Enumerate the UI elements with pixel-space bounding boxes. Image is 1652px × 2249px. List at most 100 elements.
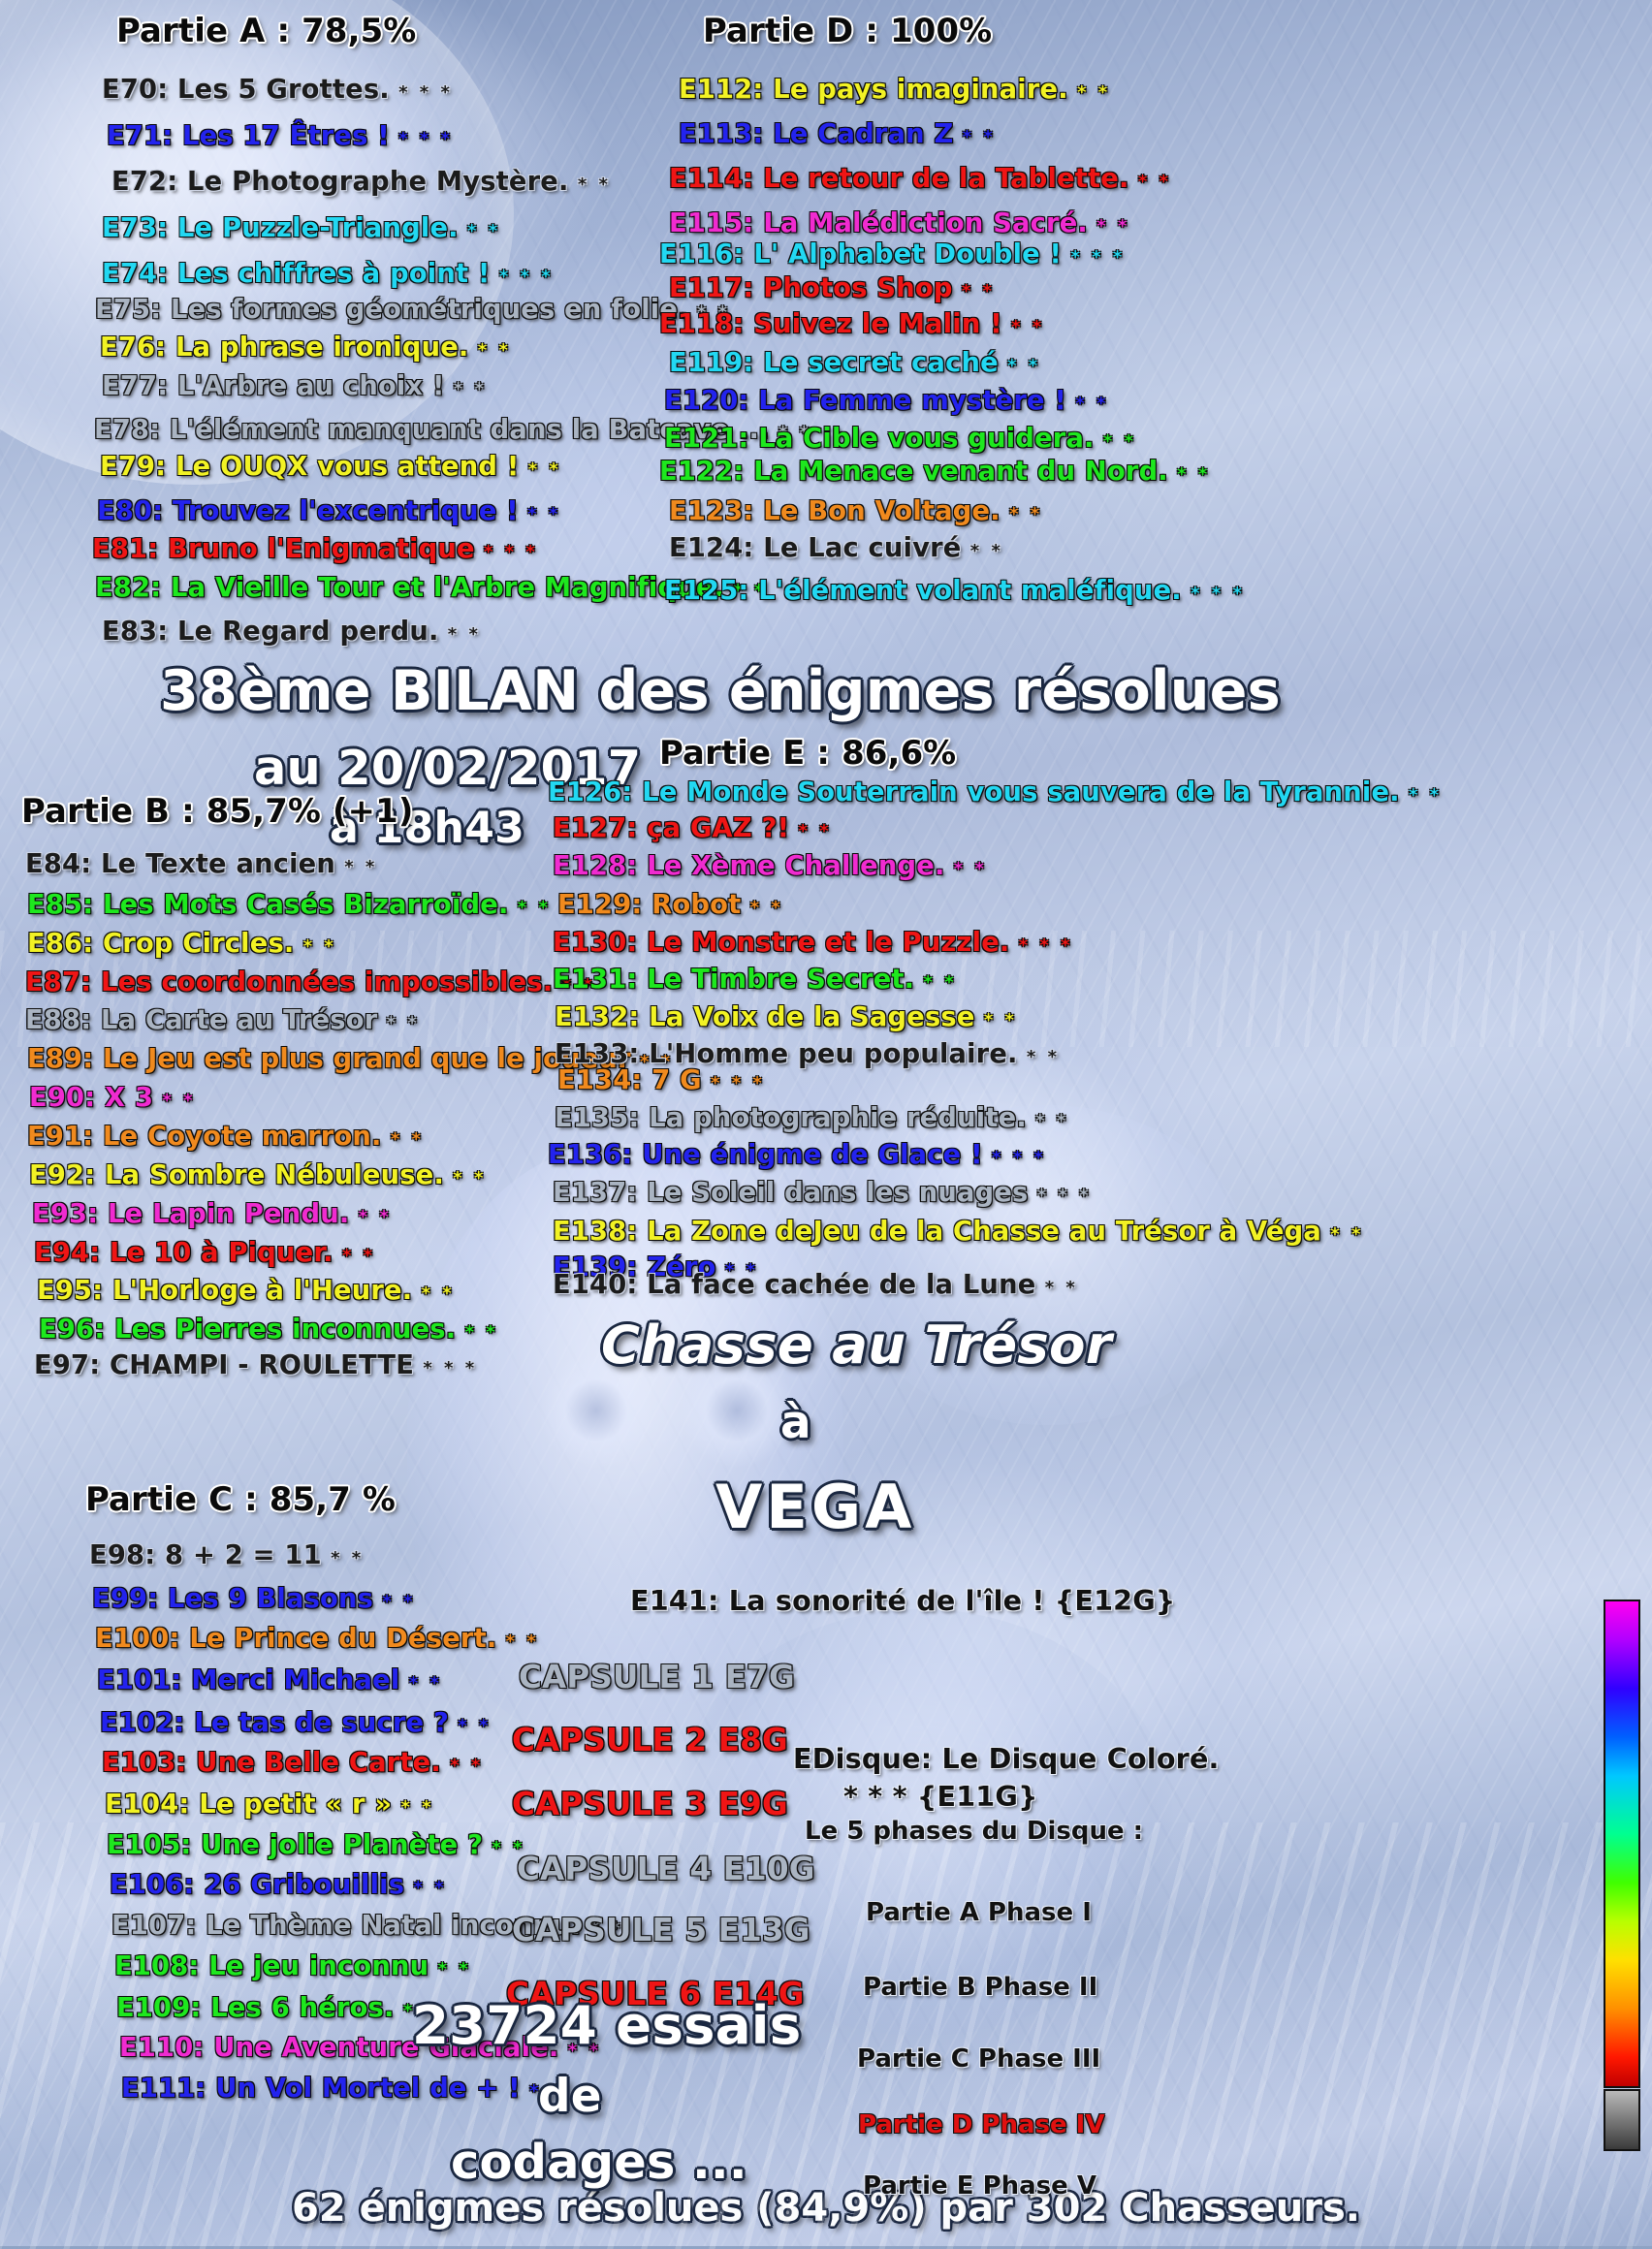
enigma-label: E96: Les Pierres inconnues. [39,1315,457,1346]
enigma-stars: * * [568,174,611,196]
page-title-line3: à 18h43 [330,803,525,853]
enigma-item: E83: Le Regard perdu. * * [102,617,481,647]
enigma-label: E122: La Menace venant du Nord. [659,456,1168,487]
enigma-item: E89: Le Jeu est plus grand que le joueur… [27,1044,673,1074]
enigma-stars: * * [438,623,481,645]
enigma-item: E135: La photographie réduite. * * [555,1103,1068,1133]
enigma-item: E105: Une jolie Planète ? * * [107,1830,525,1860]
enigma-stars: * * [1088,216,1130,238]
section-header-d: Partie D : 100% [703,11,993,49]
enigma-item: E106: 26 Gribouillis * * [110,1870,447,1900]
enigma-item: E103: Une Belle Carte. * * [102,1748,483,1778]
enigma-stars: * * * [474,542,538,563]
enigma-stars: * * [724,581,767,602]
enigma-stars: * * * [1181,584,1245,605]
phase-item: Partie C Phase III [857,2044,1101,2075]
enigma-stars: * * * [1062,246,1126,268]
enigma-label: E72: Le Photographe Mystère. [111,167,569,198]
enigma-label: E79: Le OUQX vous attend ! [100,452,520,483]
enigma-item: E92: La Sombre Nébuleuse. * * [29,1160,486,1190]
enigma-label: E73: Le Puzzle-Triangle. [102,212,459,243]
enigma-label: E76: La phrase ironique. [100,333,469,364]
enigma-item: E71: Les 17 Êtres ! * * * [107,121,453,151]
phase-item: Partie D Phase IV [858,2110,1105,2140]
enigma-stars: * * [974,1009,1017,1030]
enigma-label: E125: L'élément volant maléfique. [664,576,1182,607]
enigma-item: E125: L'élément volant maléfique. * * * [664,576,1245,606]
enigma-stars: * * [1001,317,1045,338]
enigma-item: E137: Le Soleil dans les nuages * * * [553,1178,1092,1208]
enigma-stars: * * [1067,82,1111,104]
section-header-c: Partie C : 85,7 % [85,1479,397,1518]
enigma-item: E75: Les formes géométriques en folie. *… [95,295,730,325]
enigma-stars: * * [496,1631,539,1653]
enigma-label: E128: Le Xème Challenge. [553,850,945,881]
enigma-item: E98: 8 + 2 = 11 * * [89,1540,364,1570]
e141-label: E141: La sonorité de l'île ! {E12G} [630,1583,1176,1617]
enigma-label: E111: Un Vol Mortel de + ! [121,2073,521,2104]
enigma-stars: * * [392,1797,434,1819]
enigma-item: E116: L' Alphabet Double ! * * * [659,239,1125,269]
enigma-stars: * * [630,1051,674,1072]
enigma-item: E100: Le Prince du Désert. * * [95,1624,539,1654]
enigma-item: E82: La Vieille Tour et l'Arbre Magnifiq… [95,573,766,603]
enigma-stars: * * * [389,128,453,149]
phase-item: Partie A Phase I [866,1897,1092,1927]
enigma-label: E135: La photographie réduite. [555,1102,1027,1133]
enigma-stars: * * [483,1837,525,1858]
enigma-item: E111: Un Vol Mortel de + ! * * [121,2074,562,2104]
enigma-label: E131: Le Timbre Secret. [553,965,915,996]
enigma-item: E70: Les 5 Grottes. * * * [102,75,453,105]
enigma-stars: * * [741,897,783,918]
enigma-item: E86: Crop Circles. * * [27,929,336,959]
enigma-stars: * * [404,1878,447,1899]
enigma-label: E94: Le 10 à Piquer. [34,1238,334,1269]
hunt-title-line2: à [780,1396,811,1449]
enigma-item: E130: Le Monstre et le Puzzle. * * * [553,928,1073,958]
enigma-item: E96: Les Pierres inconnues. * * [39,1315,498,1345]
enigma-label: E132: La Voix de la Sagesse [555,1001,975,1032]
enigma-item: E88: La Carte au Trésor * * [25,1005,420,1035]
enigma-item: E132: La Voix de la Sagesse * * [555,1002,1017,1032]
enigma-stars: * * [1399,785,1443,807]
enigma-item: E102: Le tas de sucre ? * * [100,1708,491,1738]
capsule-item: CAPSULE 4 E10G [517,1850,815,1887]
enigma-item: E133: L'Homme peu populaire. * * [555,1039,1060,1069]
enigma-item: E108: Le jeu inconnu * * [114,1951,471,1981]
enigma-stars: * * [944,858,987,879]
enigma-stars: * * [399,1673,442,1695]
enigma-stars: * * [321,1548,365,1569]
enigma-label: E106: 26 Gribouillis [110,1870,405,1901]
enigma-item: E136: Une énigme de Glace ! * * * [548,1140,1046,1170]
enigma-label: E110: Une Aventure Glaciale. [119,2033,559,2064]
enigma-item: E94: Le 10 à Piquer. * * [34,1238,375,1268]
enigma-label: E107: Le Thème Natal inconnu. [111,1910,582,1941]
enigma-stars: * * [1035,1277,1078,1298]
enigma-stars: * * * [389,82,453,104]
enigma-label: E117: Photos Shop [669,273,953,304]
enigma-item: E107: Le Thème Natal inconnu. * * [111,1911,623,1941]
edisque-line1: EDisque: Le Disque Coloré. [793,1742,1220,1776]
enigma-label: E70: Les 5 Grottes. [102,75,390,106]
enigma-label: E103: Une Belle Carte. [102,1748,441,1779]
capsule-item: CAPSULE 5 E13G [512,1912,810,1949]
enigma-stars: * * [508,897,551,918]
enigma-stars: * * [394,2000,436,2021]
section-header-b: Partie B : 85,7% (+1) [21,791,414,830]
enigma-item: E114: Le retour de la Tablette. * * [669,164,1171,194]
enigma-stars: * * [769,422,811,443]
enigma-label: E85: Les Mots Casés Bizarroïde. [27,889,509,920]
enigma-stars: * * [581,1917,623,1939]
enigma-label: E86: Crop Circles. [27,928,295,959]
enigma-label: E115: La Malédiction Sacré. [669,208,1088,239]
enigma-label: E137: Le Soleil dans les nuages [553,1177,1029,1208]
enigma-item: E101: Merci Michael * * [97,1665,442,1695]
enigma-label: E82: La Vieille Tour et l'Arbre Magnifiq… [95,573,725,604]
edisque-line2: * * * {E11G} [843,1779,1038,1813]
essais-line2: de [538,2070,602,2123]
enigma-label: E108: Le jeu inconnu [114,1950,429,1981]
enigma-stars: * * * [414,1358,478,1379]
enigma-stars: * * [1000,504,1043,525]
enigma-stars: * * * [982,1148,1046,1169]
enigma-stars: * * [519,459,561,481]
